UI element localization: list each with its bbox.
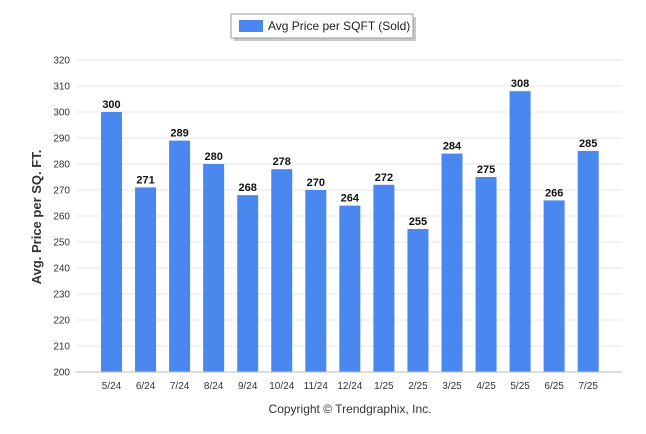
data-label: 268 [239, 182, 257, 194]
x-tick-label: 6/25 [544, 381, 564, 392]
y-tick-label: 320 [53, 56, 70, 67]
y-tick-label: 270 [53, 186, 70, 197]
bar-10-24 [271, 169, 293, 372]
x-tick-label: 5/24 [102, 381, 122, 392]
bar-9-24 [237, 195, 259, 372]
x-tick-label: 4/25 [476, 381, 496, 392]
copyright-text: Copyright © Trendgraphix, Inc. [269, 402, 432, 416]
y-tick-label: 200 [53, 368, 70, 379]
x-tick-label: 9/24 [238, 381, 258, 392]
data-label: 255 [409, 216, 427, 228]
y-tick-label: 290 [53, 134, 70, 145]
data-label: 300 [102, 99, 120, 111]
y-axis-ticks: 200 210 220 230 240 250 260 270 280 290 300 310 320 [53, 56, 70, 379]
x-tick-label: 7/25 [578, 381, 598, 392]
data-label: 280 [204, 151, 222, 163]
bars [101, 91, 599, 372]
bar-12-24 [339, 205, 361, 372]
y-tick-label: 310 [53, 82, 70, 93]
y-tick-label: 210 [53, 342, 70, 353]
data-label: 275 [477, 164, 495, 176]
data-label: 272 [375, 172, 393, 184]
data-label: 285 [579, 138, 597, 150]
bar-11-24 [305, 190, 327, 372]
data-label: 271 [136, 174, 154, 186]
bar-5-24 [101, 112, 122, 372]
bar-3-25 [441, 153, 463, 372]
bar-6-24 [135, 187, 157, 372]
y-tick-label: 220 [53, 316, 70, 327]
data-label: 284 [443, 141, 462, 153]
x-tick-label: 1/25 [374, 381, 394, 392]
x-tick-label: 10/24 [269, 381, 294, 392]
x-tick-label: 2/25 [408, 381, 428, 392]
bar-1-25 [373, 184, 395, 372]
x-tick-label: 5/25 [510, 381, 530, 392]
bar-6-25 [543, 200, 565, 372]
y-tick-label: 240 [53, 264, 70, 275]
bar-7-24 [169, 140, 191, 372]
y-tick-label: 300 [53, 108, 70, 119]
x-tick-label: 3/25 [442, 381, 462, 392]
data-label: 308 [511, 78, 529, 90]
data-label: 266 [545, 187, 563, 199]
x-tick-label: 8/24 [204, 381, 224, 392]
x-axis-ticks: 5/24 6/24 7/24 8/24 9/24 10/24 11/24 12/24 1/25 2… [102, 381, 599, 392]
data-label: 289 [170, 128, 188, 140]
y-tick-label: 280 [53, 160, 70, 171]
legend-label: Avg Price per SQFT (Sold) [268, 19, 410, 33]
bar-7-25 [577, 151, 599, 372]
y-tick-label: 250 [53, 238, 70, 249]
bar-2-25 [407, 229, 429, 372]
y-tick-label: 260 [53, 212, 70, 223]
data-label: 264 [341, 193, 360, 205]
x-tick-label: 12/24 [337, 381, 362, 392]
y-axis-title: Avg. Price per SQ. FT. [29, 150, 44, 285]
bar-8-24 [203, 164, 225, 372]
data-label: 270 [307, 177, 325, 189]
legend-swatch [239, 20, 263, 32]
x-tick-label: 11/24 [304, 381, 329, 392]
y-tick-label: 230 [53, 290, 70, 301]
legend: Avg Price per SQFT (Sold) [230, 13, 416, 41]
data-labels: 300 271 289 280 268 278 270 264 272 255 284 275 308 2… [102, 78, 597, 228]
x-tick-label: 6/24 [136, 381, 156, 392]
bar-5-25 [509, 91, 531, 372]
x-tick-label: 7/24 [170, 381, 190, 392]
data-label: 278 [273, 156, 291, 168]
bar-4-25 [475, 177, 497, 372]
